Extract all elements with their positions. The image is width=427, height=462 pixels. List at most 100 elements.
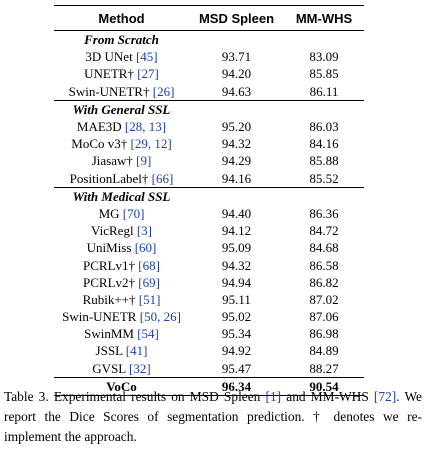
group-title-row: With Medical SSL [54,187,364,205]
method-citation[interactable]: [70] [122,205,145,221]
caption-ref-1[interactable]: [1] [265,389,282,404]
results-table-container: Method MSD Spleen MM-WHS From Scratch 3D … [54,5,364,396]
watermark [262,430,412,446]
method-citation[interactable]: [45] [135,49,158,65]
group-title: With Medical SSL [72,188,171,204]
method-name: 3D UNet [85,49,133,65]
empty-cell [284,31,364,49]
msd-spleen-score: 94.29 [221,153,252,169]
method-citation[interactable]: [69] [138,274,160,290]
method-citation[interactable]: [27] [137,66,159,82]
method-cell: UNETR† [27] [54,65,189,82]
method-citation[interactable]: [41] [125,343,148,359]
method-cell: Jiasaw† [9] [54,152,189,169]
header-method: Method [98,10,145,26]
method-citation[interactable]: [50, 26] [139,309,181,325]
method-cell: UniMiss [60] [54,239,189,256]
table-row: GVSL [32] 95.47 88.27 [54,360,364,378]
msd-spleen-score: 94.20 [221,66,252,82]
table-row: Swin-UNETR† [26] 94.63 86.11 [54,83,364,101]
method-citation[interactable]: [28, 13] [124,119,167,135]
method-cell: 3D UNet [45] [54,48,189,65]
method-cell: GVSL [32] [54,360,189,378]
method-cell: Swin-UNETR [50, 26] [54,308,189,325]
msd-spleen-score: 94.16 [221,170,252,186]
mm-whs-score: 86.03 [309,119,339,135]
empty-cell [284,100,364,118]
group-title-row: With General SSL [54,100,364,118]
caption-text-3: . We report the Dice Scores of segmentat… [4,389,422,444]
method-cell: PCRLv2† [69] [54,274,189,291]
empty-cell [189,31,284,49]
msd-spleen-score: 93.71 [221,49,252,65]
table-row: JSSL [41] 94.92 84.89 [54,342,364,359]
method-cell: PositionLabel† [66] [54,170,189,188]
method-name: SwinMM [84,326,134,342]
msd-spleen-score: 94.94 [221,274,252,290]
caption-text-1: Table 3. Experimental results on MSD Spl… [4,389,266,404]
method-citation[interactable]: [9] [136,153,152,169]
table-row: MAE3D [28, 13] 95.20 86.03 [54,118,364,135]
method-citation[interactable]: [29, 12] [130,136,172,152]
mm-whs-score: 85.85 [309,66,339,82]
method-name: MAE3D [76,119,122,135]
mm-whs-score: 85.88 [309,153,339,169]
table-row-final: VoCo 96.34 90.54 [54,377,364,396]
msd-spleen-score: 94.32 [221,136,252,152]
msd-spleen-score: 94.63 [221,83,252,99]
caption-ref-2[interactable]: [72] [373,389,397,404]
method-citation[interactable]: [66] [151,170,174,186]
method-cell: Swin-UNETR† [26] [54,83,189,101]
group-title-row: From Scratch [54,31,364,49]
method-name: VicRegl [91,223,134,239]
group-title: With General SSL [72,101,171,117]
method-name: UniMiss [86,240,132,256]
table-row: 3D UNet [45] 93.71 83.09 [54,48,364,65]
method-citation[interactable]: [60] [134,240,157,256]
method-citation[interactable]: [32] [129,360,151,376]
empty-cell [189,100,284,118]
method-name: VoCo [106,378,137,394]
msd-spleen-score: 95.34 [221,326,252,342]
mm-whs-score: 84.89 [309,343,339,359]
table-row: SwinMM [54] 95.34 86.98 [54,325,364,342]
table-row: Jiasaw† [9] 94.29 85.88 [54,152,364,169]
mm-whs-score: 85.52 [309,170,339,186]
method-citation[interactable]: [3] [136,223,152,239]
method-citation[interactable]: [26] [152,83,175,99]
msd-spleen-score: 94.32 [221,257,252,273]
table-header-row: Method MSD Spleen MM-WHS [54,5,364,31]
method-citation[interactable]: [68] [138,257,160,273]
mm-whs-score: 86.98 [309,326,339,342]
mm-whs-score: 86.82 [309,274,339,290]
mm-whs-score: 90.54 [309,378,339,394]
caption-text-2: and MM-WHS [281,389,374,404]
method-cell: PCRLv1† [68] [54,256,189,273]
msd-spleen-score: 95.20 [221,119,252,135]
table-row: PositionLabel† [66] 94.16 85.52 [54,170,364,188]
header-msd-spleen: MSD Spleen [198,10,275,26]
method-name: MG [98,205,120,221]
method-cell: SwinMM [54] [54,325,189,342]
method-name: JSSL [95,343,123,359]
table-row: MG [70] 94.40 86.36 [54,205,364,222]
table-row: MoCo v3† [29, 12] 94.32 84.16 [54,135,364,152]
mm-whs-score: 86.58 [309,257,339,273]
method-cell: MoCo v3† [29, 12] [54,135,189,152]
method-citation[interactable]: [54] [137,326,159,342]
msd-spleen-score: 95.47 [221,360,252,376]
mm-whs-score: 86.36 [309,205,339,221]
method-name: Rubik++† [82,291,136,307]
mm-whs-score: 86.11 [309,83,339,99]
method-name: Swin-UNETR† [68,83,150,99]
method-cell: Rubik++† [51] [54,291,189,308]
empty-cell [189,187,284,205]
msd-spleen-score: 94.92 [221,343,252,359]
method-citation[interactable]: [51] [138,291,161,307]
method-name: MoCo v3† [71,136,128,152]
table-row: UNETR† [27] 94.20 85.85 [54,65,364,82]
method-name: GVSL [92,360,126,376]
msd-spleen-score: 95.02 [221,309,252,325]
msd-spleen-score: 96.34 [221,378,252,394]
mm-whs-score: 84.68 [309,240,339,256]
